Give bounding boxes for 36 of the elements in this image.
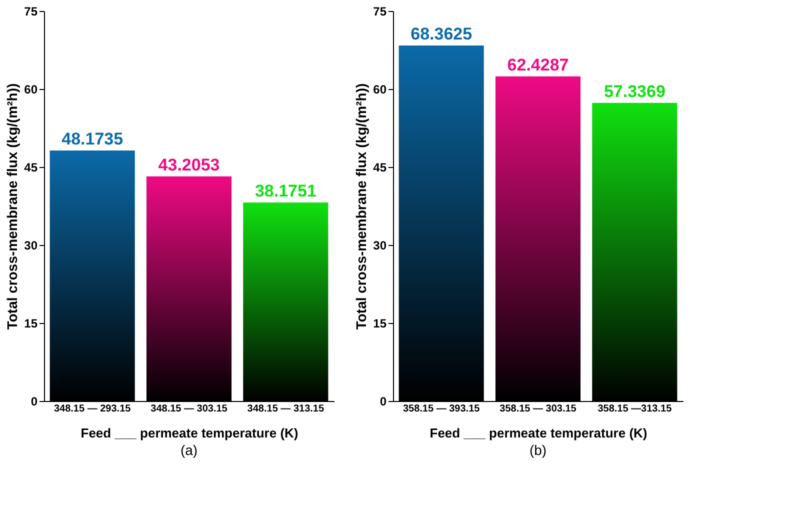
y-tick-label: 15 <box>373 316 387 330</box>
y-tick-label: 75 <box>24 4 38 18</box>
y-tick-label: 15 <box>24 316 38 330</box>
y-tick-label: 30 <box>373 238 387 252</box>
text: (b) <box>529 442 547 458</box>
bar <box>243 202 328 401</box>
data-label: 43.2053 <box>158 155 220 174</box>
y-tick-label: 60 <box>24 82 38 96</box>
x-axis-title: Feed ___ permeate temperature (K) <box>430 426 648 440</box>
x-tick-label: 358.15 — 393.15 <box>402 404 480 414</box>
data-label: 68.3625 <box>410 24 472 44</box>
y-tick-label: 30 <box>24 238 38 252</box>
bar <box>146 176 232 401</box>
y-tick-label: 0 <box>380 394 387 408</box>
y-tick-label: 0 <box>30 394 38 408</box>
y-tick-label: 60 <box>373 82 387 96</box>
y-axis-title: Total cross-membrane flux (kg/(m²h)) <box>4 83 20 330</box>
data-label: 38.1751 <box>254 181 316 200</box>
x-tick-label: 358.15 —313.15 <box>598 404 672 414</box>
bar <box>398 46 484 401</box>
bar <box>592 102 678 401</box>
bar <box>495 76 581 401</box>
y-tick-label: 45 <box>373 160 387 174</box>
y-axis-title: Total cross-membrane flux (kg/(m²h)) <box>353 83 370 330</box>
x-tick-label: 348.15 — 303.15 <box>150 404 228 414</box>
bar <box>50 150 135 401</box>
data-label: 57.3369 <box>604 82 666 101</box>
x-tick-label: 348.15 — 313.15 <box>247 404 324 414</box>
data-label: 62.4287 <box>507 55 569 74</box>
y-tick-label: 75 <box>373 4 387 18</box>
y-tick-label: 45 <box>24 160 38 174</box>
x-tick-label: 358.15 — 303.15 <box>500 404 577 414</box>
text: (a) <box>180 442 198 458</box>
x-axis-title: Feed ___ permeate temperature (K) <box>80 426 298 440</box>
data-label: 48.1735 <box>62 130 124 148</box>
x-tick-label: 348.15 — 293.15 <box>54 404 132 414</box>
